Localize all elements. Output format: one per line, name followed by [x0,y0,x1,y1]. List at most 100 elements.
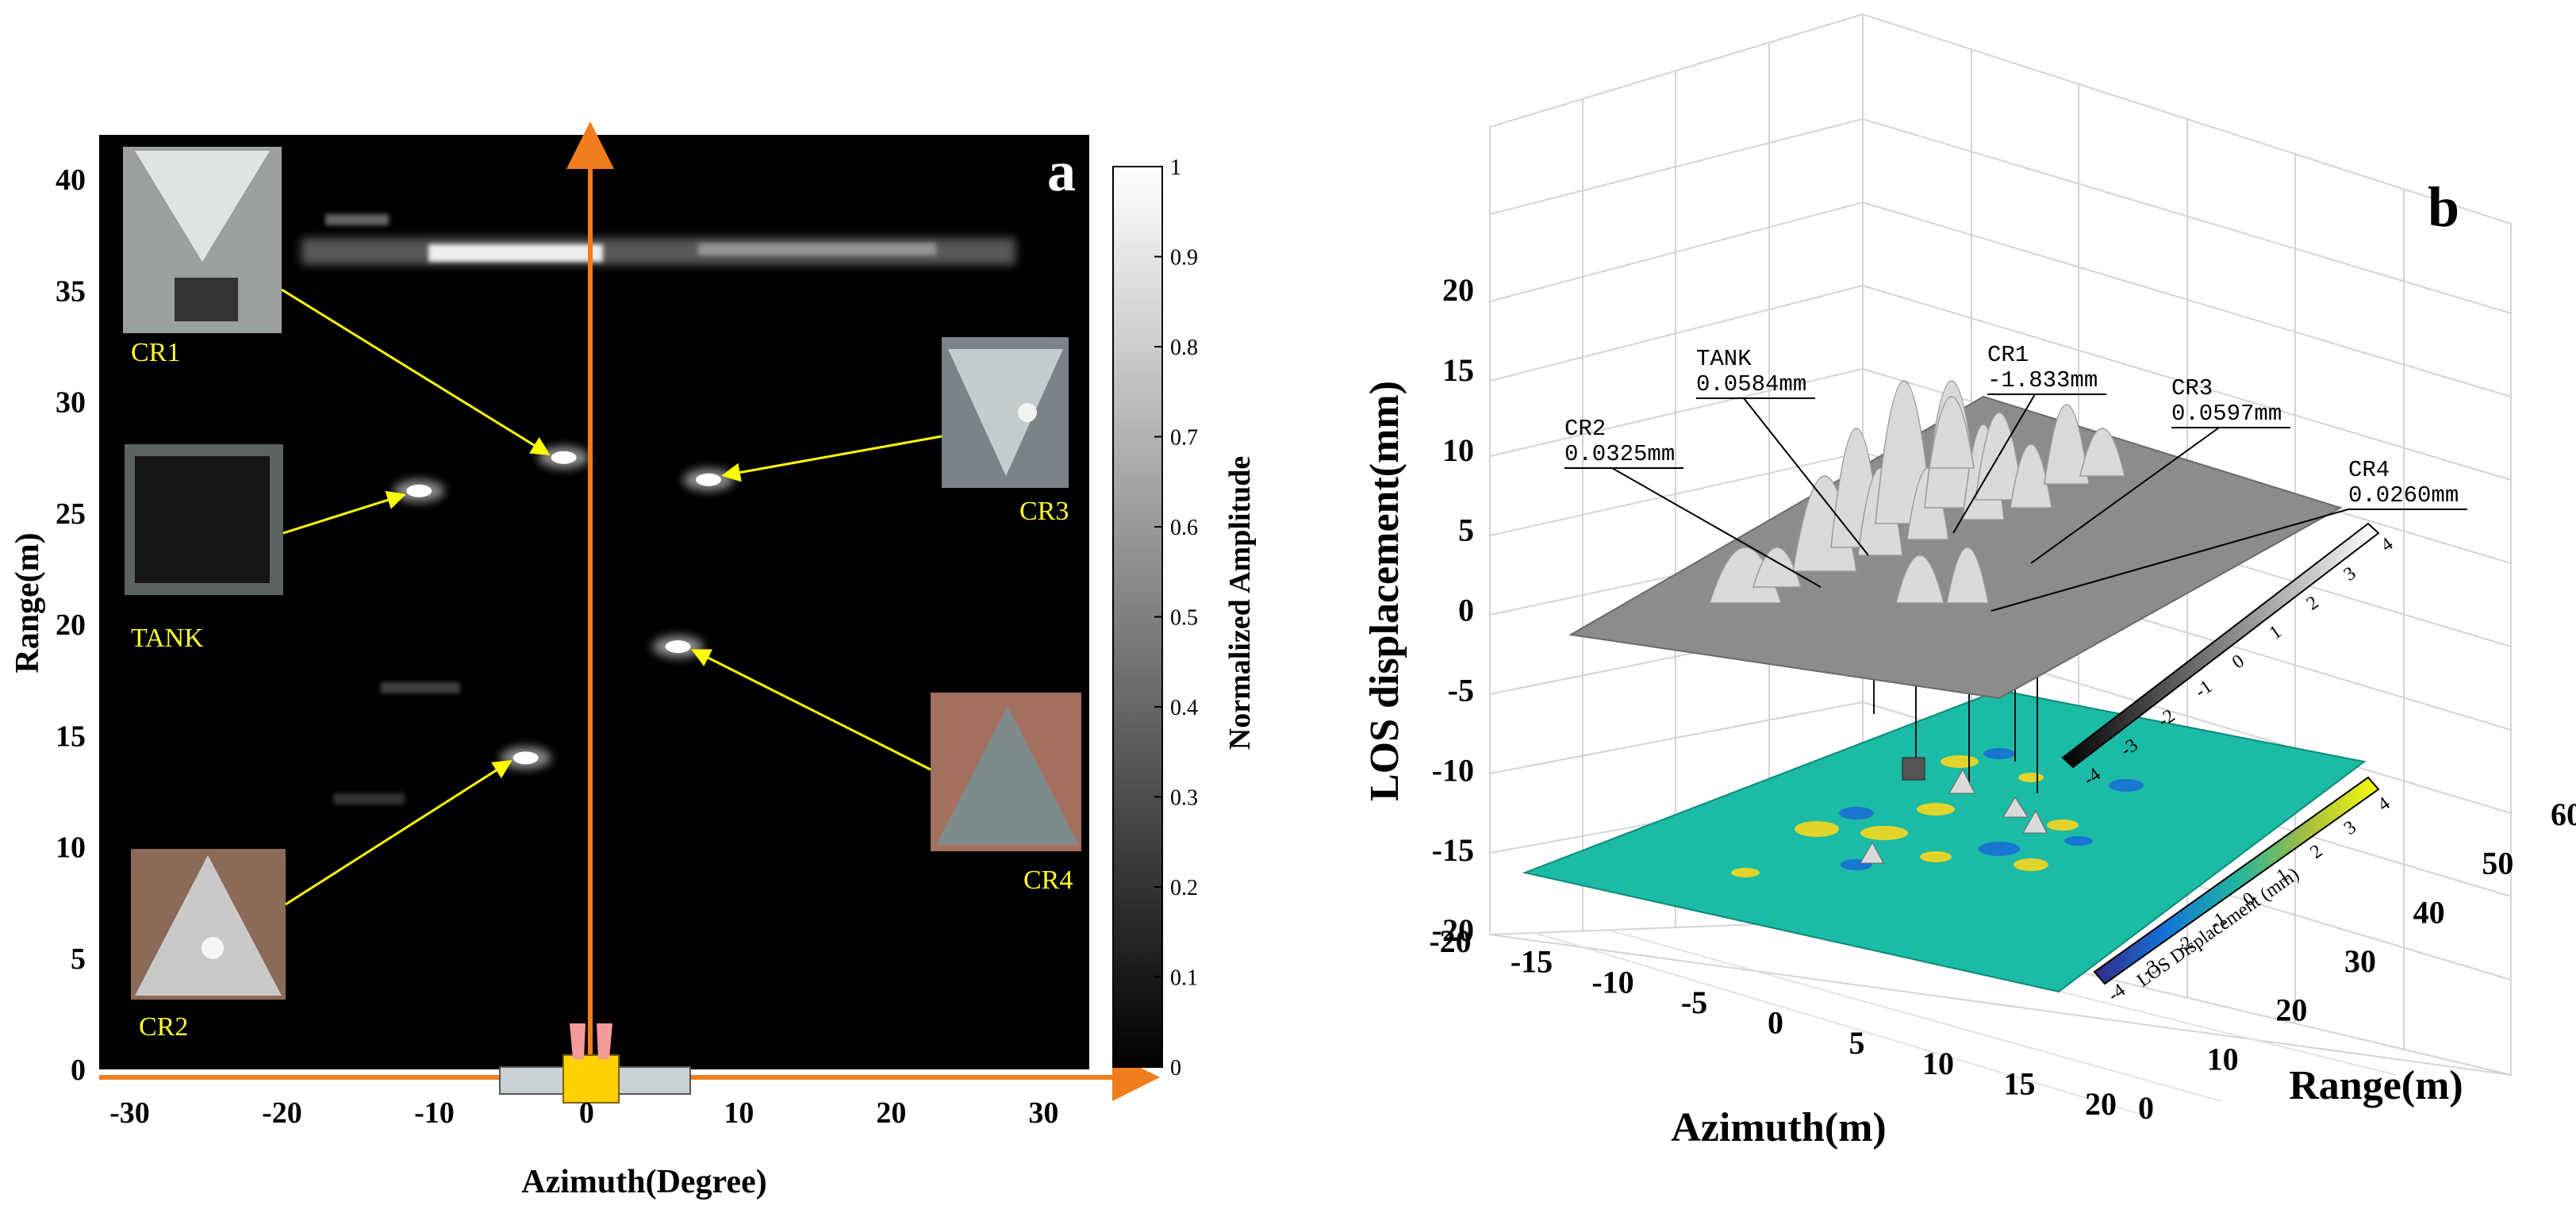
heatmap-y-tick: 5 [71,942,86,976]
panel-label-b: b [2428,175,2459,239]
target-returns [394,446,734,770]
target-return-core [513,751,539,765]
heatmap-y-tick: 25 [56,497,86,531]
amplitude-colorbar [1112,166,1163,1068]
annotation-leader [2030,427,2220,564]
gray-colorbar-tick: 3 [2340,563,2360,585]
displacement-patch [1920,851,1952,862]
range-tick: 30 [2344,943,2376,979]
clutter-band [301,214,1015,804]
photo-cr1 [123,147,282,333]
displacement-colorbar-tick: 4 [2374,793,2394,816]
displacement-patch [2109,779,2144,792]
displacement-colorbar-tick: 3 [2340,817,2360,839]
gray-colorbar-tick: 1 [2266,621,2286,643]
heatmap-y-tick: 20 [56,608,86,642]
annotation-name: CR4 [2348,457,2390,483]
azimuth-tick: 10 [1922,1046,1954,1081]
panel-a: CR1 TANK CR3 CR4 CR2 -30 -20 -10 0 10 20 30 05… [10,121,1257,1200]
colorbar-tick-label: 0.8 [1170,336,1198,360]
target-arrows [281,288,942,906]
gray-colorbar-tick: -1 [2191,677,2216,703]
annotation-leader [1743,397,1869,556]
b-y-axis-label: Range(m) [2289,1063,2463,1108]
colorbar-tick-label: 1 [1170,155,1181,180]
z-tick: 10 [1442,432,1474,468]
annotation-value: 0.0260mm [2348,482,2459,509]
displacement-patch [1941,755,1979,768]
photo-cr3 [942,337,1069,488]
z-tick: -10 [1432,752,1474,788]
z-tick: 15 [1442,352,1474,388]
annotation-name: TANK [1696,346,1752,372]
heatmap-x-axis-label: Azimuth(Degree) [521,1164,766,1200]
target-label-tank: TANK [131,624,204,653]
displacement-patch [1979,842,2020,856]
target-arrow [281,288,551,455]
annotation-name: CR1 [1987,342,2029,368]
displacement-patch [2047,820,2079,831]
z-axis-ticks: -20 -15 -10 -5 0 5 10 15 20 [1432,272,1474,948]
azimuth-tick: 5 [1849,1025,1865,1061]
target-label-cr2: CR2 [139,1012,188,1042]
b-x-axis-label: Azimuth(m) [1671,1105,1887,1150]
surface-peak [2010,443,2052,509]
surface-peak [2079,428,2125,477]
azimuth-tick: -10 [1591,964,1634,1000]
azimuth-tick: 0 [1768,1005,1783,1041]
z-tick: -5 [1448,672,1474,708]
heatmap-y-tick: 0 [71,1054,86,1087]
photo-cr2 [131,849,286,1000]
displacement-patch [1860,826,1908,840]
target-arrow [721,435,942,482]
colorbar-tick-label: 0.3 [1170,786,1198,811]
annotation-leader [1952,393,2036,534]
radar-device [499,1023,691,1104]
amplitude-surface [1568,380,2343,700]
target-return-core [406,484,432,497]
annotation-name: CR2 [1564,416,1606,442]
heatmap-x-tick: -10 [414,1096,455,1130]
displacement-colorbar-tick: 2 [2307,841,2327,863]
z-tick: -15 [1432,832,1474,868]
displacement-patch [2064,836,2093,846]
surface-peak [1895,555,1944,604]
annotation-cr1: CR1-1.833mm [1952,342,2106,534]
target-label-cr1: CR1 [131,338,180,367]
heatmap-y-axis-label: Range(m) [10,532,46,673]
colorbar-tick-label: 0.1 [1170,966,1198,991]
heatmap-y-tick: 30 [56,386,86,420]
colorbar-label: Normalized Amplitude [1223,456,1257,750]
range-axis-ticks: 0 10 20 30 40 50 60 [2138,797,2576,1126]
z-tick: -20 [1432,912,1474,948]
colorbar-tick-label: 0.4 [1170,696,1198,720]
annotation-name: CR3 [2171,375,2213,401]
z-axis-label: LOS displacement(mm) [1362,381,1407,801]
azimuth-tick: 20 [2085,1086,2117,1122]
displacement-patch [1983,748,2015,759]
annotation-value: 0.0584mm [1696,371,1806,397]
range-tick: 60 [2551,797,2576,832]
target-arrow [691,649,931,771]
target-photos [123,147,1081,1000]
heatmap-x-tick: 30 [1028,1096,1058,1130]
range-tick: 20 [2275,992,2307,1028]
colorbar-tick-label: 0 [1170,1056,1181,1081]
heatmap-y-ticks: 0 5 10 15 20 25 30 35 40 [56,163,86,1087]
z-tick: 20 [1442,272,1474,308]
range-tick: 10 [2207,1041,2239,1077]
displacement-patch [1839,807,1874,820]
heatmap-x-tick: 10 [724,1096,754,1130]
gray-colorbar-tick: 4 [2378,534,2397,556]
displacement-patch [2018,773,2044,782]
colorbar-tick-label: 0.2 [1170,876,1198,900]
annotation-leader [1611,467,1822,588]
azimuth-tick: 15 [2004,1065,2036,1101]
displacement-map-base [1522,689,2367,993]
heatmap-y-tick: 40 [56,163,86,197]
